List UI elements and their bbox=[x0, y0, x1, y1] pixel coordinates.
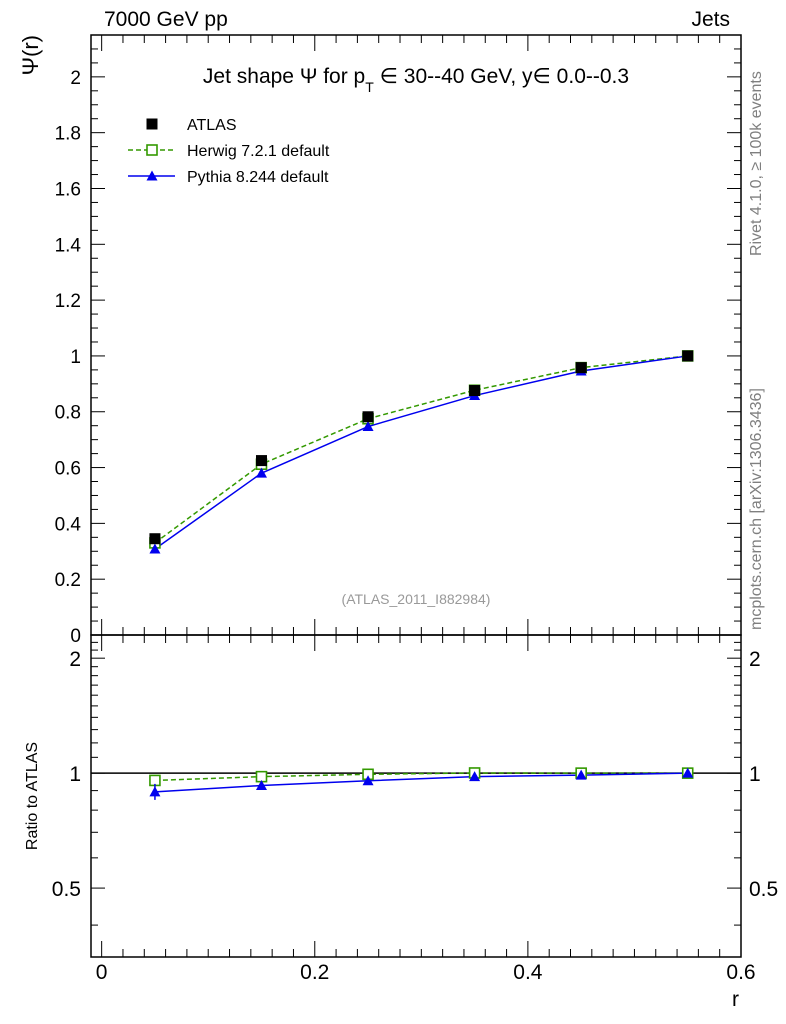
ratio-y-axis-label: Ratio to ATLAS bbox=[24, 742, 41, 850]
data-point bbox=[362, 775, 374, 786]
analysis-watermark: (ATLAS_2011_I882984) bbox=[342, 591, 491, 607]
y-tick-label: 1.8 bbox=[55, 124, 81, 145]
y-tick-label: 1.2 bbox=[55, 291, 81, 312]
data-point bbox=[146, 144, 158, 156]
data-point bbox=[255, 780, 267, 791]
data-point bbox=[469, 385, 481, 397]
data-point bbox=[575, 362, 587, 374]
ratio-series-line bbox=[154, 772, 688, 782]
title-prefix: Jet shape bbox=[203, 65, 300, 88]
legend-label: Pythia 8.244 default bbox=[187, 169, 329, 186]
data-point bbox=[255, 467, 267, 478]
ratio-y-tick-label-right: 0.5 bbox=[749, 878, 778, 901]
data-point bbox=[682, 767, 694, 778]
data-point bbox=[575, 769, 587, 780]
ratio-y-tick-label: 0.5 bbox=[52, 878, 81, 901]
x-axis-label: r bbox=[732, 988, 739, 1011]
data-point bbox=[362, 411, 374, 423]
y-axis-label: Ψ(r) bbox=[18, 35, 43, 75]
process-label: 7000 GeV pp bbox=[104, 8, 228, 31]
ratio-y-tick-label: 2 bbox=[69, 648, 81, 671]
y-tick-label: 2 bbox=[70, 68, 81, 89]
x-tick-label: 0 bbox=[96, 961, 108, 984]
main-panel: 0 0.2 0.4 0.6 0.8 1 1.2 1.4 1.6 1.8 2 Ψ(r) Jet shape… bbox=[18, 34, 742, 647]
legend-label: Herwig 7.2.1 default bbox=[187, 143, 330, 160]
title-sub: T bbox=[365, 79, 374, 95]
series-line bbox=[154, 355, 688, 550]
ratio-y-tick-label: 1 bbox=[69, 763, 81, 786]
data-point bbox=[682, 350, 694, 362]
legend-label: ATLAS bbox=[187, 117, 237, 134]
data-point bbox=[149, 533, 161, 545]
ratio-frame bbox=[90, 634, 742, 958]
ratio-y-tick-label-right: 1 bbox=[749, 763, 761, 786]
y-tick-label: 1.4 bbox=[55, 235, 82, 256]
title-suffix: ∈ 30--40 GeV, y∈ 0.0--0.3 bbox=[374, 65, 629, 88]
y-tick-label: 0.2 bbox=[55, 570, 81, 591]
y-tick-label: 0.4 bbox=[55, 514, 82, 535]
data-point bbox=[362, 421, 374, 432]
category-label: Jets bbox=[691, 8, 730, 31]
data-point bbox=[149, 543, 161, 554]
x-tick-label: 0.2 bbox=[300, 961, 329, 984]
ratio-series-line bbox=[154, 772, 688, 793]
data-point bbox=[149, 786, 161, 797]
ratio-y-tick-label-right: 2 bbox=[749, 648, 761, 671]
x-tick-label: 0.4 bbox=[513, 961, 543, 984]
data-point bbox=[469, 771, 481, 782]
legend: ATLAS Herwig 7.2.1 default Pythia 8.244 de… bbox=[128, 117, 330, 186]
data-point bbox=[255, 455, 267, 467]
title-mid: for p bbox=[317, 65, 365, 88]
y-tick-label: 0 bbox=[70, 626, 81, 647]
y-tick-label: 1.6 bbox=[55, 179, 81, 200]
ratio-panel: 0.5 0.5 1 1 2 2 0 0.2 0.4 0.6 r Ratio to ATLAS bbox=[24, 634, 778, 1011]
y-tick-label: 1 bbox=[70, 347, 81, 368]
title-psi: Ψ bbox=[300, 65, 318, 88]
data-point bbox=[146, 170, 158, 181]
chart-title: Jet shape Ψ for pT ∈ 30--40 GeV, y∈ 0.0-… bbox=[203, 65, 629, 95]
y-tick-label: 0.6 bbox=[55, 459, 81, 480]
y-tick-label: 0.8 bbox=[55, 403, 81, 424]
data-point bbox=[146, 118, 158, 130]
series-line bbox=[154, 355, 688, 544]
x-tick-label: 0.6 bbox=[726, 961, 755, 984]
